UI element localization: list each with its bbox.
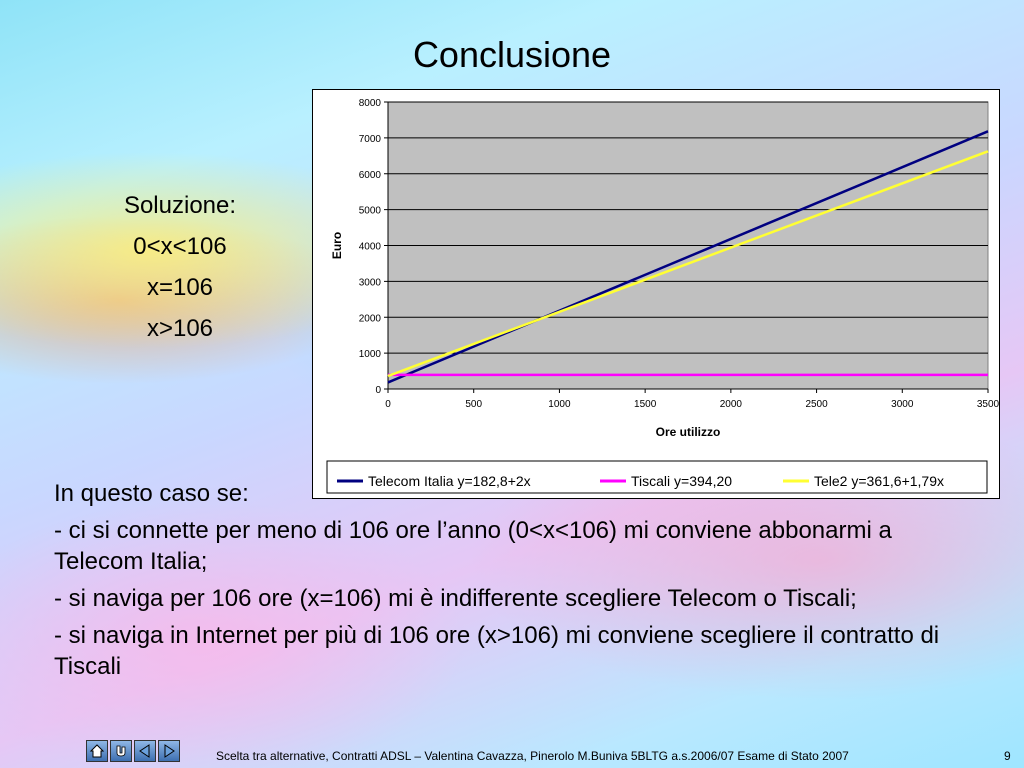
cost-chart: 0 1000 2000 3000 4000 5000 6000 7000 8000 0 500 100… — [312, 89, 1000, 499]
arrow-left-icon — [139, 744, 150, 758]
return-button[interactable] — [110, 740, 132, 762]
y-tick-label: 0 — [375, 385, 381, 396]
x-tick-label: 1000 — [548, 399, 571, 410]
x-tick-label: 500 — [465, 399, 482, 410]
x-tick-label: 3000 — [891, 399, 914, 410]
legend-label-2: Tiscali y=394,20 — [631, 473, 732, 489]
x-tick-label: 2500 — [805, 399, 828, 410]
legend-box — [326, 460, 988, 494]
y-tick-label: 6000 — [359, 170, 382, 181]
legend-label-3: Tele2 y=361,6+1,79x — [814, 473, 944, 489]
solution-list: Soluzione: 0<x<106 x=106 x>106 — [80, 185, 280, 349]
y-tick-label: 4000 — [359, 242, 382, 253]
x-tick-label: 3500 — [977, 399, 1000, 410]
conclusion-text: In questo caso se: - ci si connette per … — [54, 478, 984, 688]
y-tick-label: 1000 — [359, 349, 382, 360]
home-button[interactable] — [86, 740, 108, 762]
conclusion-point-3: - si naviga in Internet per più di 106 o… — [54, 622, 940, 680]
x-tick-label: 2000 — [720, 399, 743, 410]
conclusion-point-1: - ci si connette per meno di 106 ore l’a… — [54, 517, 892, 575]
page-number: 9 — [1004, 749, 1011, 763]
y-tick-label: 8000 — [359, 98, 382, 109]
footer-caption: Scelta tra alternative, Contratti ADSL –… — [216, 749, 849, 763]
arrow-right-icon — [164, 744, 175, 758]
y-axis-label: Euro — [330, 232, 344, 259]
nav-buttons — [86, 740, 180, 766]
slide-title: Conclusione — [412, 34, 612, 75]
conclusion-point-2: - si naviga per 106 ore (x=106) mi è ind… — [54, 585, 857, 612]
y-tick-label: 2000 — [359, 313, 382, 324]
chart-svg: 0 1000 2000 3000 4000 5000 6000 7000 8000 0 500 100… — [326, 98, 1000, 494]
x-tick-label: 0 — [385, 399, 391, 410]
previous-button[interactable] — [134, 740, 156, 762]
y-tick-label: 5000 — [359, 206, 382, 217]
y-tick-label: 3000 — [359, 277, 382, 288]
solution-case-3: x>106 — [146, 315, 214, 342]
series-line-1 — [387, 130, 989, 384]
series-line-3 — [387, 150, 989, 378]
x-tick-label: 1500 — [634, 399, 657, 410]
next-button[interactable] — [158, 740, 180, 762]
footer: Scelta tra alternative, Contratti ADSL –… — [0, 740, 1024, 768]
return-icon — [116, 745, 126, 757]
legend-label-1: Telecom Italia y=182,8+2x — [368, 473, 531, 489]
solution-case-2: x=106 — [146, 274, 214, 301]
x-axis-label: Ore utilizzo — [656, 425, 721, 439]
solution-heading: Soluzione: — [123, 192, 237, 219]
conclusion-intro: In questo caso se: — [54, 480, 249, 507]
solution-case-1: 0<x<106 — [133, 233, 227, 260]
y-tick-label: 7000 — [359, 134, 382, 145]
home-icon — [89, 744, 105, 758]
